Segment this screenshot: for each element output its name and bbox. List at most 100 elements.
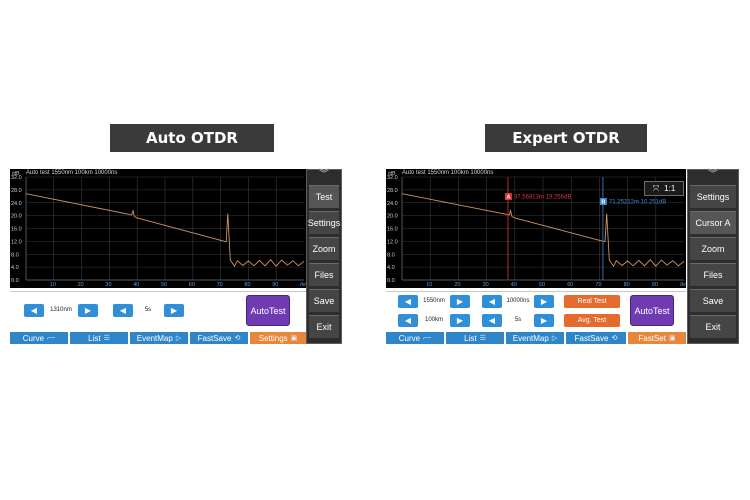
test-button[interactable]: Test: [309, 185, 339, 208]
save-button[interactable]: Save: [690, 289, 736, 312]
trace-line: [25, 193, 305, 268]
cursor-b-badge: [599, 198, 607, 205]
range-value: 100km: [424, 317, 443, 323]
bottom-tab-bar: Curve ⌐~ List ☰ EventMap ▷ FastSave ⟲ Settin…: [10, 332, 306, 344]
auto-otdr-screen: Auto test 1550nm 100km 10000ns /dB 32.0 28…: [10, 169, 342, 344]
settings-button[interactable]: Settings: [690, 185, 736, 208]
y-axis-unit: /dB: [12, 171, 20, 177]
tab-list[interactable]: List ☰: [446, 332, 504, 344]
wavelength-prev-button[interactable]: ◀: [24, 304, 44, 317]
duration-value: 5s: [144, 307, 152, 313]
duration-next-button[interactable]: ▶: [534, 314, 554, 327]
duration-prev-button[interactable]: ◀: [482, 314, 502, 327]
tab-fastsave[interactable]: FastSave ⟲: [566, 332, 626, 344]
x-tick-label: 20: [78, 282, 84, 288]
settings-tab-icon: ▣: [290, 335, 298, 342]
exit-button[interactable]: Exit: [690, 315, 736, 338]
tab-curve[interactable]: Curve ⌐~: [386, 332, 444, 344]
side-menu: ︾ Settings Cursor A Zoom Files Save Exit: [687, 169, 739, 344]
tab-eventmap-label: EventMap: [512, 333, 549, 343]
autotest-button[interactable]: AutoTest: [630, 295, 674, 326]
tab-curve[interactable]: Curve ⌐~: [10, 332, 68, 344]
x-tick-label: 80: [624, 282, 630, 288]
cursor-a-button[interactable]: Cursor A: [690, 211, 736, 234]
tab-curve-label: Curve: [398, 333, 421, 343]
cursor-a-readout: 37.56813m 19.256dB: [514, 195, 571, 201]
zoom-button[interactable]: Zoom: [309, 237, 339, 260]
pulse-prev-button[interactable]: ◀: [482, 295, 502, 308]
tab-fastsave-label: FastSave: [197, 333, 232, 343]
tab-eventmap[interactable]: EventMap ▷: [130, 332, 188, 344]
files-button[interactable]: Files: [690, 263, 736, 286]
files-button[interactable]: Files: [309, 263, 339, 286]
x-tick-label: 10: [50, 282, 56, 288]
pulse-value: 10000ns: [506, 298, 530, 304]
wavelength-next-button[interactable]: ▶: [78, 304, 98, 317]
trace-line: [401, 193, 685, 268]
range-prev-button[interactable]: ◀: [398, 314, 418, 327]
pulse-next-button[interactable]: ▶: [534, 295, 554, 308]
x-tick-label: 50: [161, 282, 167, 288]
x-tick-label: 80: [244, 282, 250, 288]
wavelength-value: 1310nm: [50, 307, 72, 313]
expert-otdr-title: Expert OTDR: [485, 124, 647, 152]
curve-icon: ⌐~: [47, 334, 56, 342]
tab-fastsave[interactable]: FastSave ⟲: [190, 332, 248, 344]
tab-list-label: List: [88, 333, 101, 343]
tab-eventmap-label: EventMap: [136, 333, 173, 343]
avg-test-button[interactable]: Avg. Test: [564, 314, 620, 327]
duration-prev-button[interactable]: ◀: [113, 304, 133, 317]
x-tick-label: 40: [511, 282, 517, 288]
y-tick-label: 28.0: [387, 188, 398, 194]
wavelength-next-button[interactable]: ▶: [450, 295, 470, 308]
x-tick-label: 30: [483, 282, 489, 288]
range-next-button[interactable]: ▶: [450, 314, 470, 327]
x-tick-label: 70: [595, 282, 601, 288]
y-tick-label: 20.0: [387, 214, 398, 220]
wavelength-prev-button[interactable]: ◀: [398, 295, 418, 308]
y-tick-label: 8.0: [387, 252, 395, 258]
tab-fastset[interactable]: FastSet ▣: [628, 332, 686, 344]
save-button[interactable]: Save: [309, 289, 339, 312]
zoom-button[interactable]: Zoom: [690, 237, 736, 260]
control-panel: ◀ 1310nm ▶ ◀ 5s ▶ AutoTest: [10, 291, 306, 331]
control-panel: ◀ 1550nm ▶ ◀ 100km ▶ ◀ 10000ns ▶ ◀ 5s ▶ …: [386, 291, 686, 331]
fastsave-icon: ⟲: [611, 335, 618, 342]
y-tick-label: 28.0: [11, 188, 22, 194]
y-tick-label: 16.0: [11, 227, 22, 233]
y-tick-label: 24.0: [387, 201, 398, 207]
x-tick-label: 30: [105, 282, 111, 288]
settings-button[interactable]: Settings: [308, 211, 340, 234]
zoom-ratio-button[interactable]: ⤧ 1:1: [644, 181, 684, 196]
tab-list[interactable]: List ☰: [70, 332, 128, 344]
tab-eventmap[interactable]: EventMap ▷: [506, 332, 564, 344]
x-tick-label: 10: [426, 282, 432, 288]
autotest-button[interactable]: AutoTest: [246, 295, 290, 326]
fastsave-icon: ⟲: [234, 335, 241, 342]
fastset-icon: ▣: [668, 335, 676, 342]
cursor-b-readout: 71.25212m 10.251dB: [609, 200, 666, 206]
cursor-a-id: A: [506, 195, 510, 201]
x-tick-label: 90: [652, 282, 658, 288]
collapse-chevron-icon[interactable]: ︾: [708, 169, 718, 180]
exit-button[interactable]: Exit: [309, 315, 339, 338]
y-tick-label: 12.0: [387, 239, 398, 245]
y-tick-label: 0.0: [11, 278, 19, 284]
real-test-button[interactable]: Real Test: [564, 295, 620, 308]
expert-otdr-screen: Auto test 1550nm 100km 10000ns /dB 32.0 28…: [386, 169, 739, 344]
y-tick-label: 20.0: [11, 214, 22, 220]
y-tick-label: 16.0: [387, 227, 398, 233]
zoom-ratio-label: 1:1: [664, 184, 676, 193]
tab-settings[interactable]: Settings ▣: [250, 332, 306, 344]
y-tick-label: 4.0: [387, 265, 395, 271]
tab-settings-label: Settings: [258, 333, 288, 343]
fit-zoom-icon: ⤧: [652, 183, 660, 193]
tab-list-label: List: [464, 333, 477, 343]
duration-next-button[interactable]: ▶: [164, 304, 184, 317]
cursor-a-badge: [504, 193, 512, 200]
x-tick-label: 40: [133, 282, 139, 288]
collapse-chevron-icon[interactable]: ︾: [319, 169, 329, 180]
wavelength-value: 1550nm: [423, 298, 445, 304]
